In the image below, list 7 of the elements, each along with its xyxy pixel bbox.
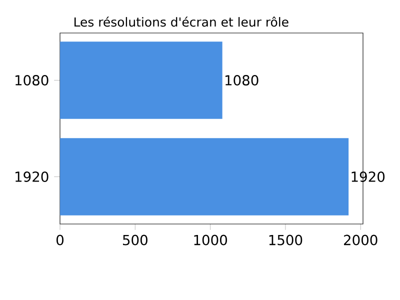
x-tick-label: 500 xyxy=(123,234,148,246)
x-tick-label: 1000 xyxy=(194,234,227,246)
chart-title: Les résolutions d'écran et leur rôle xyxy=(74,16,288,27)
x-tick-label: 0 xyxy=(56,234,64,246)
data-label: 1080 xyxy=(226,75,258,86)
x-tick-label: 1500 xyxy=(269,234,302,246)
x-tick-label: 2000 xyxy=(344,234,378,246)
